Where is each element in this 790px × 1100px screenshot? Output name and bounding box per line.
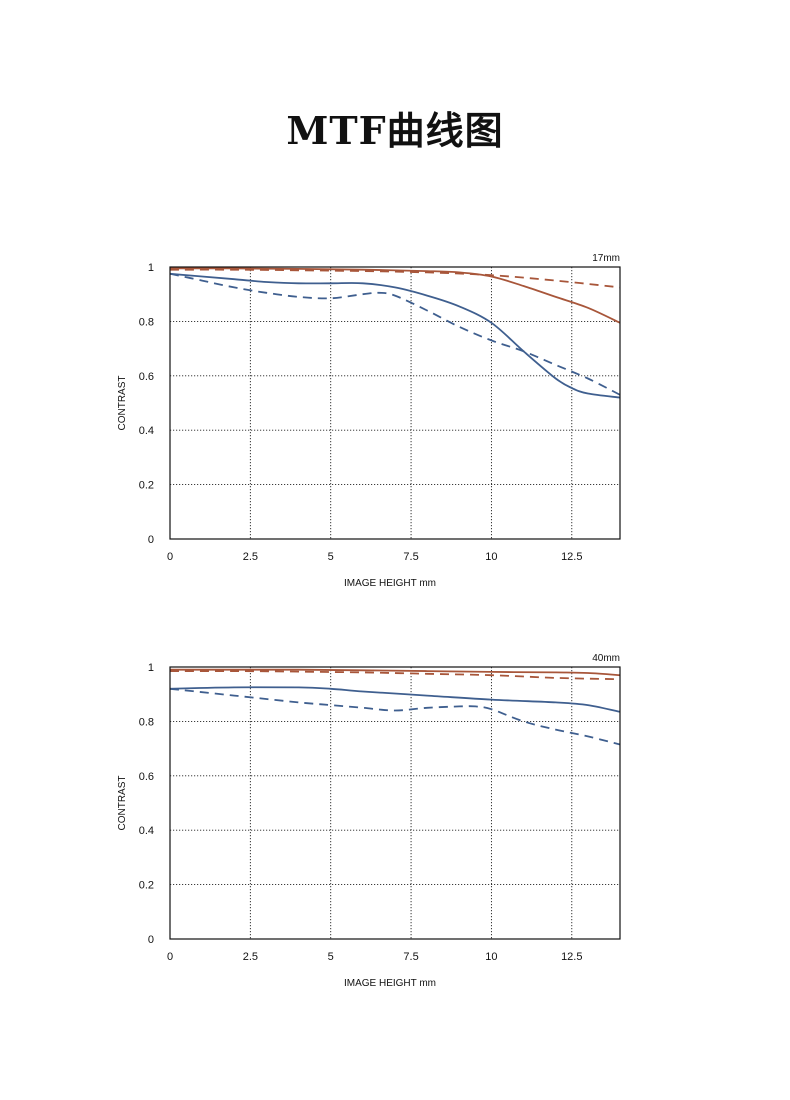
mtf-chart-17mm: 0 2.5 5 7.5 10 12.5 0 0.2 0.4 0.6 0.8 1 IMAGE HEIGHT… [117,253,621,589]
x-axis-label: IMAGE HEIGHT mm [344,578,436,589]
x-tick-label: 0 [167,551,173,563]
x-tick-label: 0 [167,951,173,963]
series-line-2 [169,670,621,681]
focal-length-label: 40mm [592,653,620,664]
y-tick-label: 0 [148,934,154,946]
mtf-chart-40mm: 0 2.5 5 7.5 10 12.5 0 0.2 0.4 0.6 0.8 1 IMAGE HEIGHT… [117,653,621,989]
series-line-1 [170,668,621,677]
page-title: MTF曲线图 [286,108,504,153]
y-tick-label: 1 [148,262,154,274]
y-tick-label: 0.6 [139,371,154,383]
x-tick-label: 12.5 [561,551,582,563]
x-tick-label: 5 [328,551,334,563]
x-tick-label: 2.5 [243,951,258,963]
plot-frame [169,666,621,940]
y-tick-label: 0 [148,534,154,546]
y-tick-label: 0.8 [139,316,154,328]
y-tick-label: 0.2 [139,880,154,892]
y-tick-label: 0.2 [139,480,154,492]
series-line-3 [169,272,621,399]
plot-frame [169,266,621,540]
x-tick-label: 10 [485,951,497,963]
x-axis-label: IMAGE HEIGHT mm [344,978,436,989]
series-line-4 [169,272,621,396]
y-tick-label: 0.4 [139,425,154,437]
y-tick-label: 0.6 [139,771,154,783]
x-tick-label: 10 [485,551,497,563]
y-tick-label: 0.8 [139,716,154,728]
y-axis-label: CONTRAST [117,376,128,431]
focal-length-label: 17mm [592,253,620,264]
series-line-4 [169,687,621,746]
series-line-3 [169,686,621,713]
x-tick-label: 2.5 [243,551,258,563]
series-line-1 [169,267,621,324]
x-tick-label: 7.5 [403,551,418,563]
y-tick-label: 0.4 [139,825,154,837]
x-tick-label: 7.5 [403,951,418,963]
series-line-2 [169,268,621,289]
y-axis-label: CONTRAST [117,776,128,831]
y-tick-label: 1 [148,662,154,674]
x-tick-label: 12.5 [561,951,582,963]
x-tick-label: 5 [328,951,334,963]
